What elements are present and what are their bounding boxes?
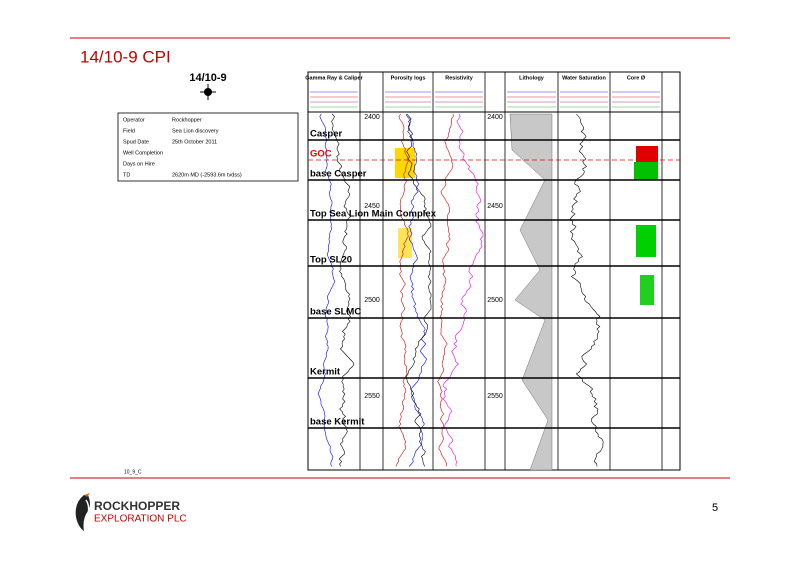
- well-symbol: [200, 84, 216, 100]
- info-value: 25th October 2011: [172, 139, 217, 145]
- depth-label: 2500: [487, 297, 503, 304]
- info-label: Well Completion: [123, 150, 163, 156]
- log-curve: [569, 113, 604, 467]
- page-number: 5: [712, 502, 718, 514]
- zone-label: GOC: [310, 149, 332, 160]
- depth-label: 2450: [487, 203, 503, 210]
- log-curve: [395, 113, 409, 467]
- info-label: Field: [123, 128, 135, 134]
- track-header: Porosity logs: [391, 75, 426, 81]
- track-header: Lithology: [519, 75, 545, 81]
- gas-shading: [398, 228, 412, 258]
- depth-label: 2450: [364, 203, 380, 210]
- info-rows: Operator Rockhopper Field Sea Lion discover…: [123, 117, 242, 178]
- track-header: Water Saturation: [562, 75, 606, 81]
- log-curve: [405, 113, 427, 467]
- core-oil: [640, 275, 654, 305]
- logo-beak: [84, 493, 90, 497]
- zone-label: base Casper: [310, 169, 367, 180]
- logo-subtitle: EXPLORATION PLC: [94, 514, 187, 525]
- depth-label: 2550: [364, 393, 380, 400]
- footer-code: 10_9_C: [124, 469, 142, 475]
- track-header: Gamma Ray & Caliper: [305, 75, 363, 81]
- track-header: Core Ø: [627, 75, 646, 81]
- info-value: 2620m MD (-2593.6m tvdss): [172, 172, 242, 178]
- core-gas: [636, 146, 658, 162]
- info-label: Spud Date: [123, 139, 149, 145]
- log-curve: [442, 113, 484, 467]
- core-oil: [634, 162, 658, 180]
- depth-label: 2500: [364, 297, 380, 304]
- log-frame: [307, 71, 681, 471]
- log-curve: [331, 113, 355, 467]
- track-header: Resistivity: [445, 75, 473, 81]
- logo-company: ROCKHOPPER: [94, 499, 180, 513]
- zone-label: base SLMC: [310, 307, 361, 318]
- depth-label: 2400: [487, 114, 503, 121]
- zone-label: Top SL20: [310, 255, 352, 266]
- zone-label: Top Sea Lion Main Complex: [310, 209, 437, 220]
- log-panel: Gamma Ray & Caliper Porosity logs Resistiv…: [305, 71, 681, 471]
- log-curve: [437, 113, 454, 467]
- depth-label: 2400: [364, 114, 380, 121]
- info-label: Operator: [123, 117, 145, 123]
- core-oil: [636, 225, 656, 257]
- zone-label: base Kermit: [310, 417, 365, 428]
- info-value: Rockhopper: [172, 117, 202, 123]
- info-box: [117, 112, 299, 182]
- log-curve: [317, 113, 336, 467]
- logo-penguin: [75, 495, 90, 531]
- zone-label: Casper: [310, 129, 343, 140]
- log-curve: [405, 113, 432, 467]
- logo-penguin-belly: [84, 499, 90, 527]
- depth-label: 2550: [487, 393, 503, 400]
- well-name: 14/10-9: [189, 72, 226, 84]
- info-value: Sea Lion discovery: [172, 128, 219, 134]
- slide-title: 14/10-9 CPI: [80, 47, 171, 66]
- info-label: TD: [123, 172, 130, 178]
- info-label: Days on Hire: [123, 161, 155, 167]
- logo: ROCKHOPPER EXPLORATION PLC: [75, 493, 187, 531]
- zone-label: Kermit: [310, 367, 341, 378]
